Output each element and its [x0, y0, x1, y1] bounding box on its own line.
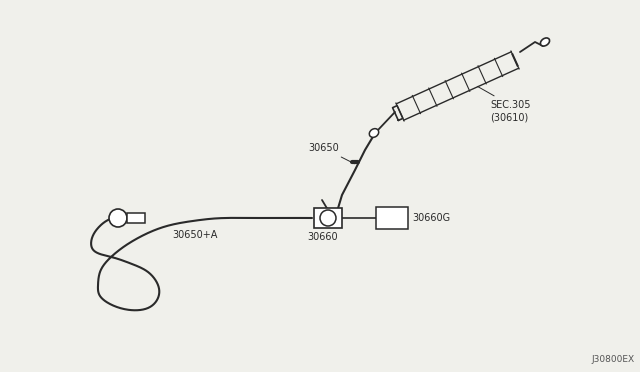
Text: 30660: 30660	[308, 232, 339, 242]
Text: 30650+A: 30650+A	[172, 230, 218, 240]
FancyBboxPatch shape	[376, 207, 408, 229]
FancyBboxPatch shape	[314, 208, 342, 228]
Text: (30610): (30610)	[490, 112, 528, 122]
Ellipse shape	[540, 38, 550, 46]
Circle shape	[109, 209, 127, 227]
Ellipse shape	[369, 129, 379, 137]
FancyBboxPatch shape	[127, 213, 145, 223]
Text: SEC.305: SEC.305	[477, 86, 531, 110]
Circle shape	[320, 210, 336, 226]
Text: J30800EX: J30800EX	[592, 355, 635, 364]
Text: 30660G: 30660G	[412, 213, 450, 223]
Text: 30650: 30650	[308, 143, 355, 164]
